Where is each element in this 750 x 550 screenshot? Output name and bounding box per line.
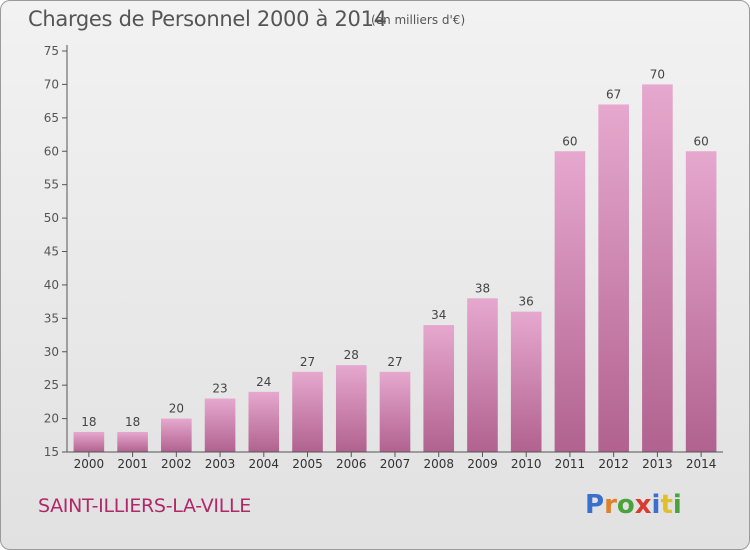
x-tick-label: 2001 [117,457,148,471]
x-tick-label: 2000 [74,457,105,471]
y-tick-label: 40 [44,278,59,292]
data-label: 60 [562,134,577,148]
x-tick-label: 2014 [686,457,717,471]
bar [642,84,673,453]
bar [248,391,280,452]
bar [510,311,542,452]
x-tick-label: 2010 [511,457,542,471]
logo-letter: o [616,490,635,520]
data-label: 20 [169,402,184,416]
chart-subtitle: (en milliers d'€) [371,13,466,27]
y-tick-label: 55 [44,178,59,192]
x-tick-label: 2007 [380,457,411,471]
bar [335,365,367,452]
chart-title: Charges de Personnel 2000 à 2014 [28,7,387,31]
y-tick-label: 15 [44,445,59,459]
bar [161,418,192,452]
place-name: SAINT-ILLIERS-LA-VILLE [38,495,251,517]
y-tick-label: 20 [44,412,59,426]
x-tick-label: 2003 [205,457,236,471]
data-label: 60 [693,134,708,148]
logo-letter: r [604,490,617,520]
x-tick-label: 2009 [467,457,498,471]
x-tick-label: 2004 [249,457,280,471]
data-label: 38 [475,281,490,295]
x-tick-label: 2002 [161,457,192,471]
x-tick-label: 2008 [423,457,454,471]
y-tick-label: 35 [44,311,59,325]
bar [423,325,455,452]
logo-letter: i [672,490,682,520]
y-tick-label: 75 [44,44,59,58]
proxiti-logo: Proxiti [585,489,695,521]
data-label: 24 [256,375,271,389]
bar [292,371,323,452]
bar [467,298,498,452]
y-tick-label: 45 [44,245,59,259]
y-tick-label: 70 [44,77,59,91]
bar [73,431,105,452]
data-label: 23 [212,382,227,396]
bar [117,431,148,452]
x-tick-label: 2005 [292,457,323,471]
data-label: 18 [81,415,96,429]
x-tick-label: 2011 [555,457,586,471]
y-tick-label: 25 [44,378,59,392]
bar [379,371,411,452]
bar [554,151,586,452]
data-label: 27 [300,355,315,369]
data-label: 18 [125,415,140,429]
bar [204,398,236,452]
logo-letter: i [651,490,661,520]
data-label: 28 [344,348,359,362]
logo-letter: P [585,490,605,520]
data-label: 70 [650,67,665,81]
x-tick-label: 2012 [598,457,629,471]
bar [598,104,629,452]
data-label: 27 [387,355,402,369]
bar [685,151,717,452]
y-tick-label: 65 [44,111,59,125]
x-tick-label: 2013 [642,457,673,471]
y-tick-label: 60 [44,144,59,158]
y-tick-label: 50 [44,211,59,225]
data-label: 36 [519,295,534,309]
data-label: 34 [431,308,446,322]
y-tick-label: 30 [44,345,59,359]
x-tick-label: 2006 [336,457,367,471]
logo-letter: t [660,490,673,520]
logo-letter: x [634,490,652,520]
data-label: 67 [606,87,621,101]
